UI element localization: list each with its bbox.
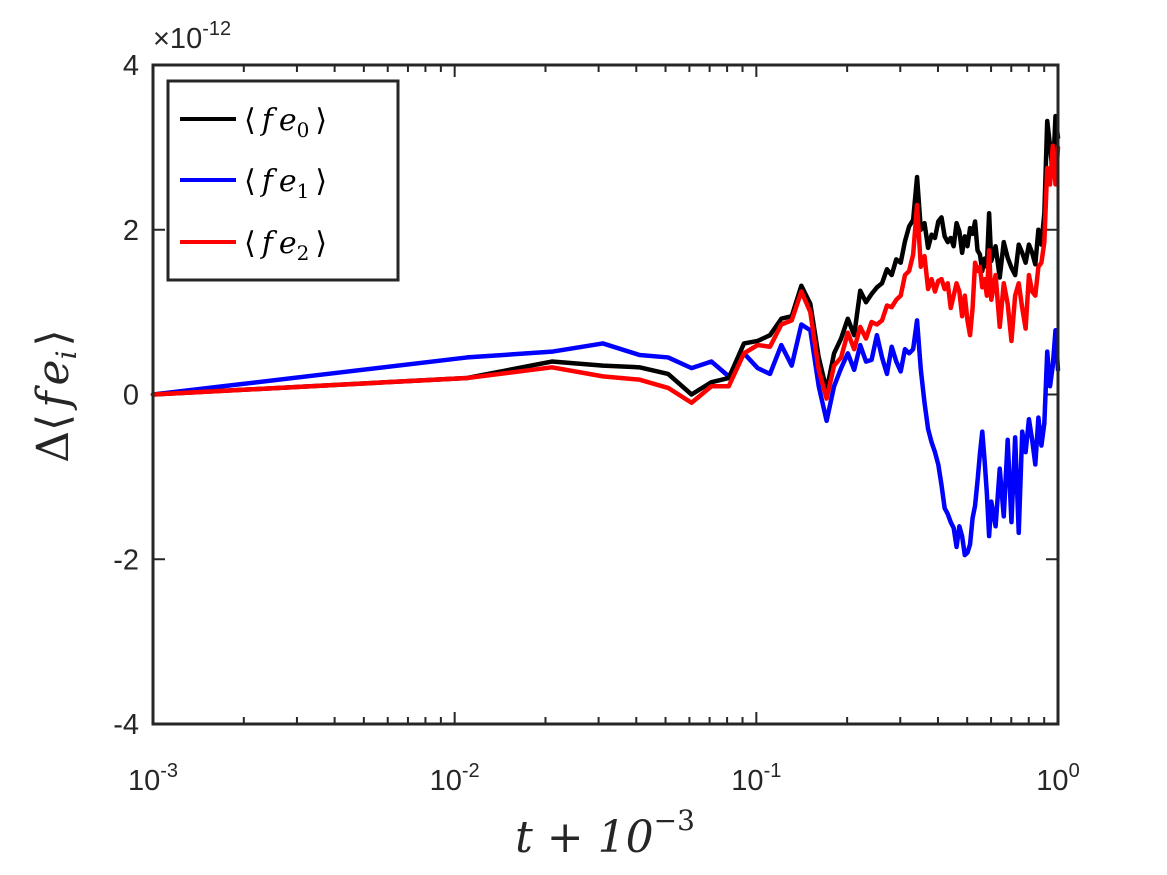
y-tick-labels: -4 -2 0 2 4 xyxy=(113,50,139,741)
y-tick-label: 4 xyxy=(123,50,139,82)
legend-label-e1: ⟨ f e1 ⟩ xyxy=(244,164,327,203)
series-line-e2 xyxy=(150,143,1061,405)
y-tick-label: 0 xyxy=(123,380,139,412)
y-tick-label: 2 xyxy=(123,215,139,247)
plot-frame xyxy=(151,63,1060,726)
y-scale-factor: ×10-12 xyxy=(153,18,231,55)
y-axis-title: Δ⟨fei⟩ xyxy=(28,329,83,462)
legend: ⟨ f e0 ⟩ ⟨ f e1 ⟩ ⟨ f e2 ⟩ xyxy=(166,79,400,282)
series-layer xyxy=(150,113,1061,558)
x-tick-labels: 10-3 10-2 10-1 100 xyxy=(128,760,1080,797)
series-line-e1 xyxy=(150,318,1061,558)
x-axis-title: t + 10−3 xyxy=(515,804,695,863)
x-tick-label: 10-1 xyxy=(731,760,781,797)
x-tick-label: 100 xyxy=(1036,760,1079,797)
y-tick-label: -2 xyxy=(113,544,139,576)
y-tick-label: -4 xyxy=(113,709,139,741)
x-tick-label: 10-2 xyxy=(430,760,480,797)
x-tick-label: 10-3 xyxy=(128,760,178,797)
